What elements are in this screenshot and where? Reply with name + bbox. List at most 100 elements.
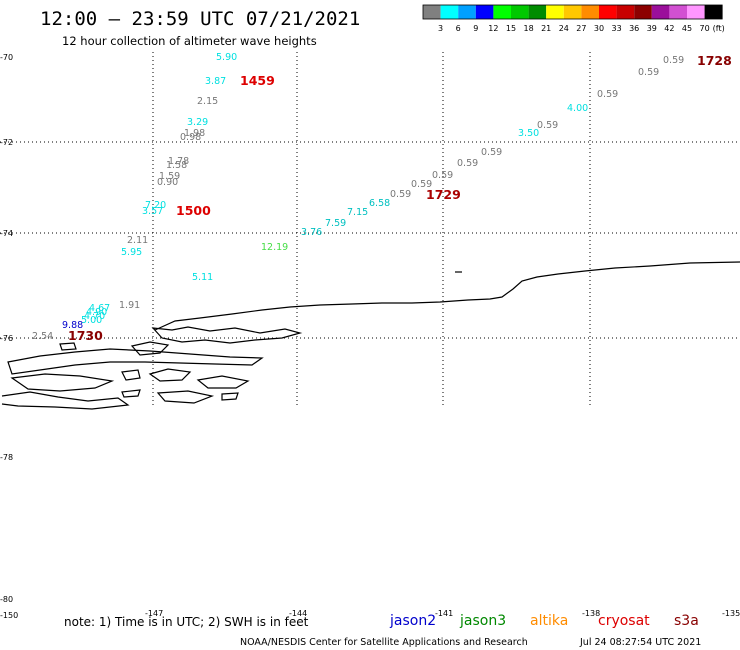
colorbar-swatch: [423, 5, 441, 19]
colorbar-swatch: [511, 5, 529, 19]
pass-time-labels: 1459 1500 1729 1728 1730: [68, 53, 732, 343]
colorbar-tick-label: 27: [576, 24, 586, 33]
colorbar-tick-label: 6: [456, 24, 461, 33]
wave-height-value: 5.90: [216, 52, 237, 63]
wave-height-value: 6.58: [369, 198, 390, 209]
longitude-labels: -150 -147 -144 -141 -138 -135: [0, 609, 740, 620]
lon-label: -138: [582, 609, 600, 618]
coast-island: [121, 389, 141, 398]
colorbar-swatch: [599, 5, 617, 19]
colorbar-tick-label: 18: [524, 24, 534, 33]
lat-label: -72: [0, 138, 13, 147]
wave-height-value: 12.19: [261, 242, 288, 253]
satellite-label-s3a: s3a: [674, 613, 699, 629]
colorbar-swatch: [563, 5, 582, 19]
colorbar-swatch: [458, 5, 476, 19]
wave-height-value: 0.59: [597, 89, 618, 100]
colorbar-tick-label: 3: [438, 24, 443, 33]
footer-note: note: 1) Time is in UTC; 2) SWH is in fe…: [64, 615, 309, 629]
wave-height-value: 3.57: [142, 206, 163, 217]
colorbar-tick-label: (ft): [713, 24, 725, 33]
colorbar-swatch: [651, 5, 670, 19]
coast-island: [7, 348, 264, 375]
wave-height-value: 7.15: [347, 207, 368, 218]
wave-height-value: 0.59: [411, 179, 432, 190]
wave-height-value: 4.00: [567, 103, 588, 114]
colorbar-border: [422, 4, 723, 20]
colorbar-swatch: [634, 5, 652, 19]
wave-height-value: 3.87: [205, 76, 226, 87]
colorbar-legend: 3 6 9 12 15 18 21 24 27 30 33 36 39 42 45 70 (ft): [422, 4, 725, 33]
credit-line: NOAA/NESDIS Center for Satellite Applica…: [240, 637, 528, 648]
colorbar-tick-label: 9: [473, 24, 478, 33]
colorbar-tick-label: 12: [488, 24, 498, 33]
wave-height-value: 4.90: [86, 307, 107, 318]
coast-island: [1, 391, 130, 410]
wave-height-values: 5.90 3.87 2.15 3.29 1.98 0.98 1.78 1.58 …: [32, 52, 684, 342]
wave-height-value: 1.59: [159, 171, 180, 182]
colorbar-swatch: [687, 5, 705, 19]
wave-height-value: 4.67: [89, 303, 110, 314]
pass-time-label: 1728: [697, 53, 732, 68]
coast-island: [10, 373, 115, 392]
colorbar-tick-label: 33: [612, 24, 622, 33]
generation-timestamp: Jul 24 08:27:54 UTC 2021: [579, 637, 701, 648]
coast-island: [121, 369, 141, 381]
lon-label: -150: [0, 611, 18, 620]
pass-time-label: 1730: [68, 328, 103, 343]
wave-height-value: 0.59: [390, 189, 411, 200]
coast-island: [130, 341, 170, 356]
coast-island: [151, 326, 303, 344]
lat-label: -76: [0, 334, 13, 343]
coastline: [1, 261, 740, 410]
wave-height-value: 5.95: [121, 247, 142, 258]
wave-height-value: 0.98: [180, 132, 201, 143]
map-gridlines: [0, 52, 740, 405]
latitude-labels: -70 -72 -74 -76 -78 -80: [0, 53, 13, 604]
lon-label: -147: [145, 609, 163, 618]
colorbar-tick-label: 42: [664, 24, 674, 33]
coast-island: [59, 342, 77, 351]
colorbar-tick-label: 24: [559, 24, 569, 33]
colorbar-tick-label: 70: [700, 24, 710, 33]
colorbar-tick-label: 30: [594, 24, 604, 33]
wave-height-value: 0.59: [432, 170, 453, 181]
wave-height-value: 1.78: [168, 156, 189, 167]
lat-label: -80: [0, 595, 13, 604]
wave-height-value: 0.90: [157, 177, 178, 188]
lat-label: -74: [0, 229, 13, 238]
colorbar-swatch: [493, 5, 511, 19]
colorbar-swatch: [528, 5, 547, 19]
wave-height-value: 4.70: [84, 311, 105, 322]
colorbar-swatch: [440, 5, 459, 19]
wave-height-value: 3.29: [187, 117, 208, 128]
satellite-legend: jason2 jason3 altika cryosat s3a: [389, 613, 699, 629]
wave-height-value: 5.11: [192, 272, 213, 283]
lon-label: -135: [722, 609, 740, 618]
satellite-label-jason3: jason3: [459, 613, 506, 629]
pass-time-label: 1729: [426, 187, 461, 202]
colorbar-swatch: [616, 5, 635, 19]
wave-height-value: 7.59: [325, 218, 346, 229]
lat-label: -70: [0, 53, 13, 62]
wave-height-value: 1.58: [166, 160, 187, 171]
wave-height-value: 1.91: [119, 300, 140, 311]
map-title: 12:00 – 23:59 UTC 07/21/2021: [40, 8, 360, 30]
colorbar-swatch: [475, 5, 494, 19]
colorbar-swatch: [546, 5, 564, 19]
satellite-label-cryosat: cryosat: [598, 613, 650, 629]
wave-height-value: 3.76: [301, 227, 322, 238]
colorbar-tick-label: 45: [682, 24, 692, 33]
colorbar-tick-label: 21: [541, 24, 551, 33]
colorbar-tick-label: 36: [629, 24, 639, 33]
wave-height-value: 2.54: [32, 331, 53, 342]
wave-height-value: 3.50: [518, 128, 539, 139]
lon-label: -141: [435, 609, 453, 618]
coast-island: [148, 368, 192, 382]
pass-time-label: 1459: [240, 73, 275, 88]
lat-label: -78: [0, 453, 13, 462]
wave-height-value: 9.88: [62, 320, 83, 331]
coast-island: [221, 392, 239, 401]
satellite-label-altika: altika: [530, 613, 568, 629]
